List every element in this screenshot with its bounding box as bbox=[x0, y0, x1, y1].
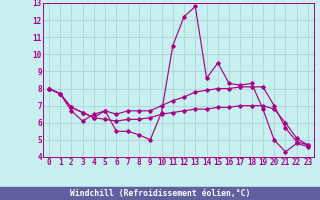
Text: Windchill (Refroidissement éolien,°C): Windchill (Refroidissement éolien,°C) bbox=[70, 189, 250, 198]
